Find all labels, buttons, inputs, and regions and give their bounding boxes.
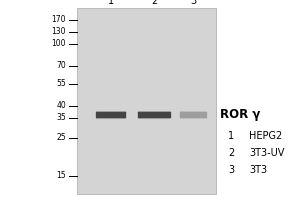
Text: 100: 100 [52, 40, 66, 48]
Text: 70: 70 [56, 62, 66, 71]
Text: ROR γ: ROR γ [220, 108, 261, 121]
Text: 3: 3 [190, 0, 196, 6]
Text: 55: 55 [56, 79, 66, 88]
Text: 3T3-UV: 3T3-UV [249, 148, 284, 158]
Text: 15: 15 [56, 171, 66, 180]
FancyBboxPatch shape [180, 112, 207, 118]
Bar [76, 8, 216, 194]
FancyBboxPatch shape [96, 112, 126, 118]
Text: 2: 2 [152, 0, 158, 6]
Text: 1: 1 [228, 131, 234, 141]
Text: 25: 25 [56, 134, 66, 142]
Text: 130: 130 [52, 27, 66, 36]
Text: 35: 35 [56, 114, 66, 122]
Text: 170: 170 [52, 16, 66, 24]
Text: HEPG2: HEPG2 [249, 131, 282, 141]
Text: 1: 1 [108, 0, 114, 6]
Text: 3: 3 [228, 165, 234, 175]
Text: 3T3: 3T3 [249, 165, 267, 175]
Text: 2: 2 [228, 148, 234, 158]
FancyBboxPatch shape [138, 112, 171, 118]
Text: 40: 40 [56, 102, 66, 110]
